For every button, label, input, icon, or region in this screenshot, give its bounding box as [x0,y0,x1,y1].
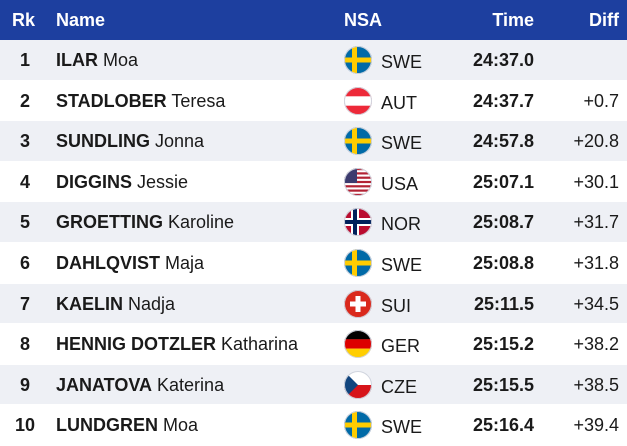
time-cell: 24:37.0 [472,50,534,70]
nsa-code: AUT [381,92,417,113]
header-time[interactable]: Time [492,10,534,30]
sui-flag-icon [344,289,372,318]
rank-cell: 5 [19,212,30,233]
athlete-name[interactable]: LUNDGREN Moa [56,415,198,436]
diff-cell: +39.4 [573,415,619,436]
athlete-name[interactable]: KAELIN Nadja [56,294,175,315]
diff-cell: +0.7 [583,90,619,111]
athlete-name[interactable]: SUNDLING Jonna [56,131,204,152]
swe-flag-icon [344,127,372,156]
header-diff[interactable]: Diff [589,10,619,30]
first-name: Moa [103,50,139,70]
rank-cell: 10 [14,415,36,436]
last-name: LUNDGREN [56,415,158,436]
nsa-code: NOR [381,214,421,235]
table-row[interactable]: 6 DAHLQVIST Maja SWE 25:08.8 +31.8 [0,243,627,284]
time-cell: 24:37.7 [472,90,534,111]
table-body: 1 ILAR Moa SWE 24:37.0 2 STADLOBER Teresa AUT 2… [0,40,627,446]
header-rank[interactable]: Rk [12,10,36,30]
table-header: Rk Name NSA Time Diff [0,0,627,40]
last-name: STADLOBER [56,90,167,111]
rank-cell: 2 [19,90,30,111]
rank-cell: 9 [19,374,30,395]
diff-cell: +38.5 [573,374,619,395]
first-name: Karoline [168,212,235,233]
athlete-name[interactable]: DAHLQVIST Maja [56,253,204,274]
table-row[interactable]: 4 DIGGINS Jessie USA 25:07.1 +30.1 [0,162,627,203]
first-name: Katharina [221,334,299,355]
rank-cell: 4 [19,171,30,192]
rank-cell: 3 [19,131,30,152]
time-cell: 25:15.2 [472,334,534,355]
table-row[interactable]: 1 ILAR Moa SWE 24:37.0 [0,40,627,81]
nsa-code: SWE [381,52,423,72]
nsa-code: SUI [381,295,412,316]
first-name: Katerina [157,374,225,395]
athlete-name[interactable]: JANATOVA Katerina [56,375,224,396]
table-row[interactable]: 7 KAELIN Nadja SUI 25:11.5 +34.5 [0,283,627,325]
last-name: KAELIN [56,293,123,314]
time-cell: 25:08.8 [472,252,534,273]
table-row[interactable]: 9 JANATOVA Katerina CZE 25:15.5 +38.5 [0,364,627,406]
nsa-code: SWE [381,417,423,438]
nsa-code: SWE [381,254,423,275]
diff-cell: +30.1 [573,171,619,192]
time-cell: 25:07.1 [472,171,534,192]
table-row[interactable]: 5 GROETTING Karoline NOR 25:08.7 +31.7 [0,202,627,243]
rank-cell: 1 [19,50,30,70]
last-name: SUNDLING [56,131,150,152]
nsa-code: SWE [381,133,423,154]
rank-cell: 8 [19,334,30,355]
last-name: ILAR [56,50,98,70]
first-name: Moa [163,415,199,436]
cze-flag-icon [344,370,372,399]
table-row[interactable]: 2 STADLOBER Teresa AUT 24:37.7 +0.7 [0,81,627,122]
time-cell: 25:11.5 [473,293,534,314]
first-name: Maja [165,252,205,273]
time-cell: 25:08.7 [472,212,534,233]
nsa-code: CZE [381,376,417,397]
diff-cell: +38.2 [573,334,619,355]
time-cell: 25:15.5 [472,374,534,395]
rank-cell: 6 [19,252,30,273]
last-name: JANATOVA [56,374,153,395]
athlete-name[interactable]: DIGGINS Jessie [56,172,188,193]
last-name: HENNIG DOTZLER [56,334,216,355]
athlete-name[interactable]: GROETTING Karoline [56,212,234,233]
time-cell: 25:16.4 [472,415,534,436]
diff-cell: +31.7 [573,212,619,233]
table-row[interactable]: 3 SUNDLING Jonna SWE 24:57.8 +20.8 [0,121,627,162]
last-name: GROETTING [56,212,163,233]
table-row[interactable]: 10 LUNDGREN Moa SWE 25:16.4 +39.4 [0,405,627,446]
diff-cell: +34.5 [573,293,619,314]
first-name: Jessie [137,171,189,192]
swe-flag-icon [344,46,372,74]
athlete-name[interactable]: ILAR Moa [56,50,138,71]
usa-flag-icon [344,167,372,196]
last-name: DAHLQVIST [56,252,161,273]
athlete-name[interactable]: STADLOBER Teresa [56,91,225,112]
nsa-code: GER [381,336,421,357]
diff-cell: +31.8 [573,252,619,273]
swe-flag-icon [344,411,372,440]
nsa-code: USA [381,173,419,194]
diff-cell: +20.8 [573,131,619,152]
nor-flag-icon [344,208,372,237]
aut-flag-icon [344,86,372,115]
header-nsa[interactable]: NSA [344,10,383,30]
table-row[interactable]: 8 HENNIG DOTZLER Katharina GER 25:15.2 +38.2 [0,324,627,365]
athlete-name[interactable]: HENNIG DOTZLER Katharina [56,334,298,355]
first-name: Jonna [155,131,205,152]
time-cell: 24:57.8 [472,131,534,152]
last-name: DIGGINS [56,171,133,192]
ger-flag-icon [344,330,372,359]
swe-flag-icon [344,248,372,277]
first-name: Nadja [128,293,176,314]
rank-cell: 7 [19,293,30,314]
first-name: Teresa [171,90,226,111]
header-name[interactable]: Name [56,10,106,30]
